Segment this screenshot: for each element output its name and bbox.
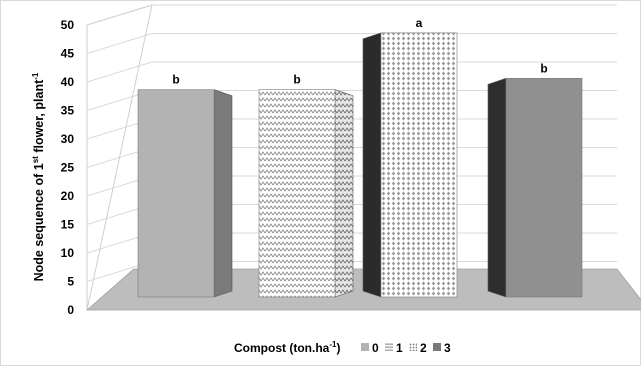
y-tick-label: 45 (61, 47, 75, 61)
bar-0 (137, 89, 233, 298)
y-tick-label: 40 (61, 75, 75, 89)
bar-side-face (334, 89, 354, 298)
y-tick-label: 0 (67, 303, 74, 317)
y-tick-label: 20 (61, 189, 75, 203)
legend-label-1: 1 (396, 341, 403, 355)
y-axis-title: Node sequence of 1st flower, plant-1 (31, 72, 46, 281)
y-axis-title-superscript-1: st (31, 156, 40, 163)
gridline (86, 33, 153, 54)
legend-label-3: 3 (444, 341, 451, 355)
y-tick-label: 10 (61, 246, 75, 260)
y-tick-label: 25 (61, 161, 75, 175)
bar-front-face (380, 32, 458, 298)
significance-letter: b (172, 73, 179, 87)
bar-front-face (258, 89, 336, 298)
y-tick-label: 5 (67, 275, 74, 289)
bar-2 (362, 32, 458, 298)
y-tick-label: 15 (61, 218, 75, 232)
legend-title: Compost (ton.ha-1) (234, 340, 340, 355)
y-tick-label: 35 (61, 104, 75, 118)
significance-letter: b (540, 61, 547, 75)
legend-swatch-3 (433, 343, 441, 351)
bar-side-face (487, 77, 507, 298)
axis-edge (86, 4, 153, 311)
y-axis-ticks: 0 5 10 15 20 25 30 35 40 45 50 (61, 18, 75, 317)
legend-title-part-1: Compost (ton.ha (234, 341, 330, 355)
bar-front-face (137, 89, 215, 298)
legend: Compost (ton.ha-1) 0 1 2 3 (234, 340, 451, 355)
bar-1 (258, 89, 354, 298)
legend-title-superscript: -1 (329, 340, 337, 349)
bar-side-face (213, 89, 233, 298)
y-axis-title-part-2: flower, plant (32, 79, 46, 156)
bar-front-face (505, 78, 583, 298)
significance-letter: a (416, 16, 423, 30)
bars (137, 32, 583, 298)
y-tick-label: 50 (61, 18, 75, 32)
significance-letters: b b a b (172, 16, 547, 87)
legend-swatch-1 (385, 343, 393, 351)
legend-swatch-0 (361, 343, 369, 351)
legend-label-2: 2 (420, 341, 427, 355)
y-tick-label: 30 (61, 132, 75, 146)
y-axis-title-part-1: Node sequence of 1 (32, 163, 46, 281)
bar-3 (487, 77, 583, 298)
legend-swatch-2 (409, 343, 417, 351)
legend-label-0: 0 (372, 341, 379, 355)
bar-side-face (362, 32, 382, 298)
significance-letter: b (293, 73, 300, 87)
legend-title-part-2: ) (336, 341, 340, 355)
gridline (86, 61, 153, 83)
y-axis-title-superscript-2: -1 (31, 72, 40, 80)
